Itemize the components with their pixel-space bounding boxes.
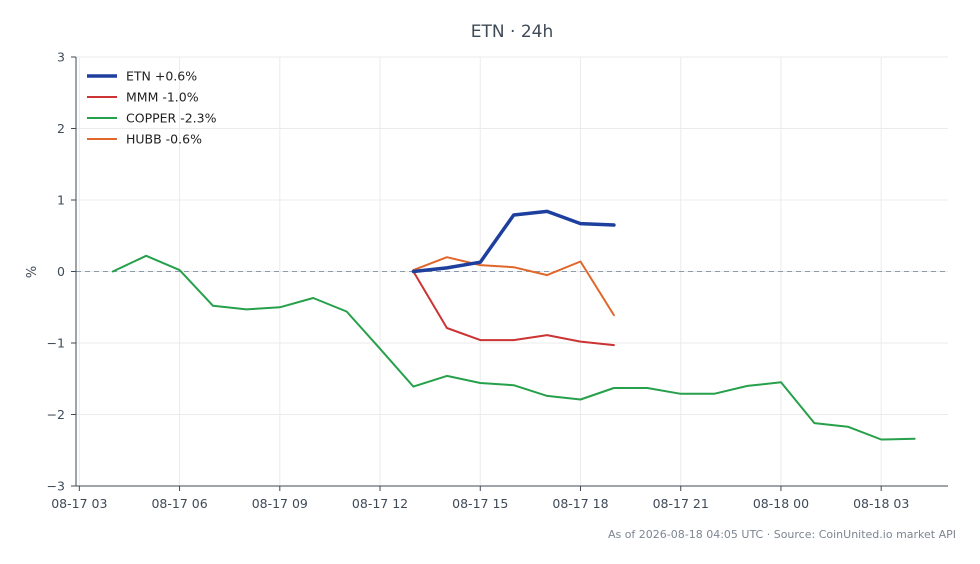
y-tick-label: −3 bbox=[47, 479, 65, 494]
x-tick-label: 08-18 00 bbox=[753, 496, 809, 511]
y-tick-label: −1 bbox=[47, 336, 65, 351]
x-tick-label: 08-17 21 bbox=[653, 496, 709, 511]
series-line-hubb bbox=[412, 256, 615, 317]
series-line-copper bbox=[111, 254, 916, 441]
series-line-etn bbox=[411, 209, 616, 274]
x-tick-label: 08-17 09 bbox=[252, 496, 308, 511]
legend-label-etn: ETN +0.6% bbox=[126, 69, 197, 84]
x-tick-label: 08-18 03 bbox=[853, 496, 909, 511]
y-tick-label: −2 bbox=[47, 407, 65, 422]
y-tick-label: 0 bbox=[57, 264, 65, 279]
legend-label-copper: COPPER -2.3% bbox=[126, 111, 217, 126]
y-tick-label: 2 bbox=[57, 121, 65, 136]
chart-title: ETN · 24h bbox=[471, 22, 553, 42]
legend-label-mmm: MMM -1.0% bbox=[126, 90, 199, 105]
series-lines bbox=[111, 209, 916, 441]
source-footer: As of 2026-08-18 04:05 UTC · Source: Coi… bbox=[608, 528, 956, 541]
x-tick-label: 08-17 12 bbox=[352, 496, 408, 511]
y-tick-label: 1 bbox=[57, 193, 65, 208]
legend-label-hubb: HUBB -0.6% bbox=[126, 132, 202, 147]
y-tick-label: 3 bbox=[57, 50, 65, 65]
legend: ETN +0.6% MMM -1.0% COPPER -2.3% HUBB -0.6% bbox=[87, 69, 217, 147]
x-tick-label: 08-17 18 bbox=[552, 496, 608, 511]
x-tick-label: 08-17 06 bbox=[151, 496, 207, 511]
series-line-mmm bbox=[412, 270, 615, 347]
y-axis-label: % bbox=[25, 266, 40, 278]
x-tick-label: 08-17 03 bbox=[51, 496, 107, 511]
x-tick-label: 08-17 15 bbox=[452, 496, 508, 511]
axes: −3 −2 −1 0 1 2 3 08-17 03 08-17 06 08-17 09 08-17 … bbox=[47, 50, 948, 511]
